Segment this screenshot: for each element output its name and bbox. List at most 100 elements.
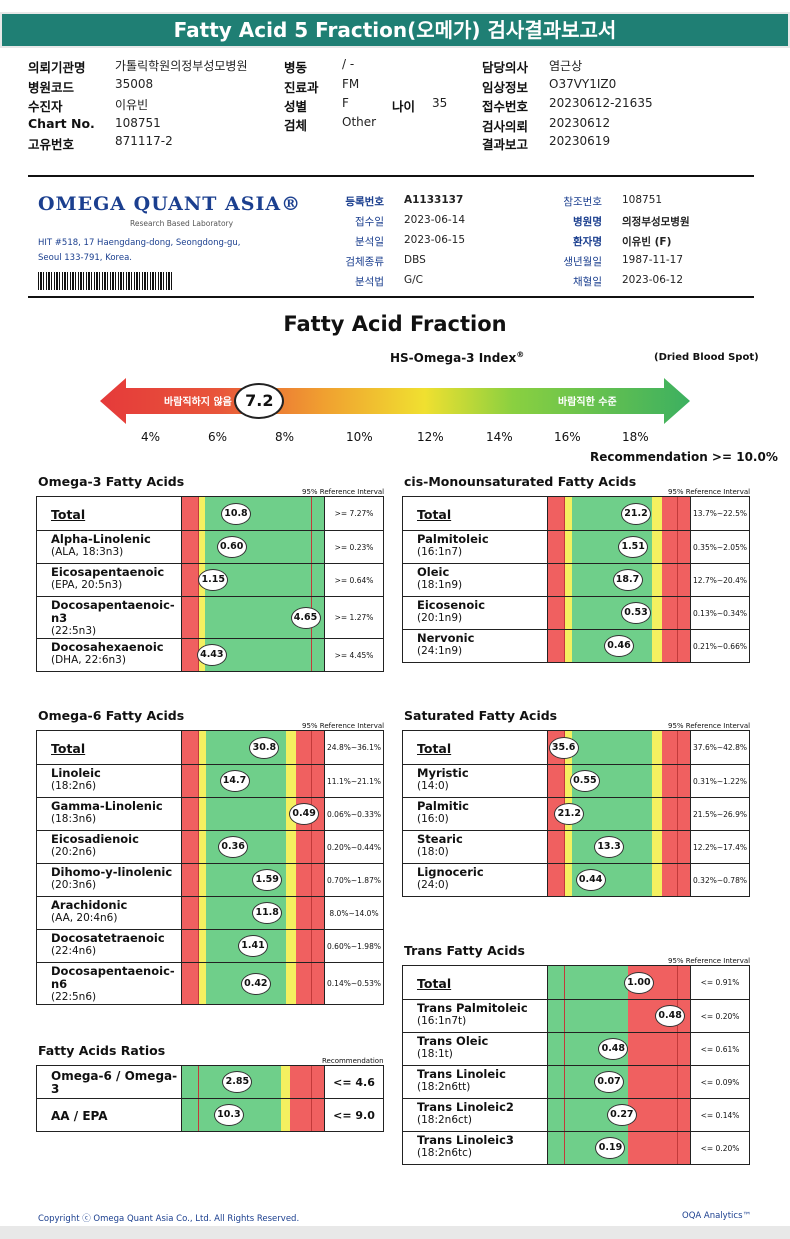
field-value: O37VY1IZ0 (549, 77, 617, 91)
gauge-guide-line (563, 497, 565, 530)
info-value: A1133137 (404, 194, 464, 206)
acid-notation: (18:2n6) (51, 780, 97, 792)
lab-logo: OMEGA QUANT ASIA® (38, 193, 302, 215)
gauge-band (661, 497, 690, 530)
reference-interval: >= 4.45% (324, 638, 384, 672)
reference-interval: >= 0.23% (324, 530, 384, 564)
acid-name-text: Total (417, 976, 452, 991)
reference-interval: >= 7.27% (324, 496, 384, 531)
gauge-band (548, 966, 628, 999)
acid-notation: (16:1n7) (417, 546, 463, 558)
table-row: Trans Linoleic3 (18:2n6tc) 0.19 <= 0.20% (402, 1131, 750, 1165)
gauge-guide-line (311, 1099, 313, 1131)
gauge-track (548, 1132, 690, 1164)
index-name-sup: ® (516, 350, 525, 359)
gauge-guide-line (677, 731, 679, 764)
gauge-guide-line (563, 597, 565, 629)
gauge-band (182, 831, 200, 863)
gauge-band (651, 831, 662, 863)
top-divider (28, 175, 754, 177)
gauge-track (548, 597, 690, 629)
gauge-guide-line (677, 966, 679, 999)
field-value: Other (342, 115, 377, 129)
fatty-acid-table: Total 1.00 <= 0.91% Trans Palmitoleic (16:1n… (402, 965, 750, 1165)
gauge-guide-line (311, 531, 313, 563)
acid-notation: (24:0) (417, 879, 449, 891)
gauge-band (295, 963, 324, 1004)
gauge-track (182, 497, 324, 530)
acid-notation: (22:4n6) (51, 945, 97, 957)
info-key: 환자명 (573, 236, 602, 248)
acid-name-text: Docosatetraenoic (51, 931, 165, 945)
info-key: 병원명 (573, 216, 602, 228)
field-key: 병원코드 (28, 80, 75, 95)
acid-name: Eicosadienoic (20:2n6) (36, 830, 182, 864)
gauge-track (182, 765, 324, 797)
field-value: FM (342, 77, 360, 91)
field-value: 이유빈 (115, 98, 149, 112)
reference-interval: 0.70%~1.87% (324, 863, 384, 897)
level-gauge: 0.48 (547, 999, 691, 1033)
level-gauge: 0.36 (181, 830, 325, 864)
acid-name: Stearic (18:0) (402, 830, 548, 864)
gauge-guide-line (197, 1066, 199, 1098)
gauge-track (548, 497, 690, 530)
value-bubble: 11.8 (252, 902, 283, 924)
reference-header: 95% Reference Interval (668, 722, 751, 730)
index-name: HS-Omega-3 Index® (390, 350, 524, 365)
field-key: 검체 (284, 118, 308, 133)
gauge-band (548, 531, 566, 563)
field-key: 담당의사 (482, 60, 529, 75)
gauge-guide-line (311, 1066, 313, 1098)
table-row: Palmitic (16:0) 21.2 21.5%~26.9% (402, 797, 750, 831)
gauge-guide-line (197, 864, 199, 896)
gauge-guide-line (677, 831, 679, 863)
acid-name-text: Alpha-Linolenic (51, 532, 151, 546)
acid-name: Total (402, 730, 548, 765)
reference-interval: <= 0.09% (690, 1065, 750, 1099)
gauge-guide-line (677, 564, 679, 596)
level-gauge: 1.00 (547, 965, 691, 1000)
table-row: Gamma-Linolenic (18:3n6) 0.49 0.06%~0.33% (36, 797, 384, 831)
table-row: Nervonic (24:1n9) 0.46 0.21%~0.66% (402, 629, 750, 663)
gauge-band (651, 597, 662, 629)
acid-name: Eicosapentaenoic (EPA, 20:5n3) (36, 563, 182, 597)
reference-interval: 12.2%~17.4% (690, 830, 750, 864)
level-gauge: 21.2 (547, 496, 691, 531)
gauge-band (285, 930, 296, 962)
gauge-band (182, 564, 200, 596)
gauge-guide-line (311, 564, 313, 596)
table-row: Docosahexaenoic (DHA, 22:6n3) 4.43 >= 4.45% (36, 638, 384, 672)
value-bubble: 0.42 (240, 972, 271, 995)
gauge-band (565, 864, 573, 896)
value-bubble: 21.2 (621, 502, 652, 525)
fatty-acid-table: Total 10.8 >= 7.27% Alpha-Linolenic (ALA, 18… (36, 496, 384, 672)
acid-name-text: Eicosenoic (417, 598, 486, 612)
gauge-guide-line (677, 765, 679, 797)
gauge-tick-label: 6% (208, 430, 228, 444)
reference-interval: >= 0.64% (324, 563, 384, 597)
barcode-image (38, 272, 172, 290)
gauge-guide-line (563, 630, 565, 662)
gauge-guide-line (563, 564, 565, 596)
gauge-band (182, 597, 200, 638)
reference-header: 95% Reference Interval (302, 488, 385, 496)
gauge-band (285, 731, 296, 764)
reference-interval: <= 0.20% (690, 999, 750, 1033)
reference-header: Recommendation (322, 1057, 384, 1065)
value-bubble: 1.59 (252, 869, 283, 891)
level-gauge: 0.55 (547, 764, 691, 798)
gauge-band (661, 597, 690, 629)
gauge-band (199, 963, 207, 1004)
gauge-band (651, 864, 662, 896)
table-row: Dihomo-y-linolenic (20:3n6) 1.59 0.70%~1.87… (36, 863, 384, 897)
acid-name-text: Omega-6 / Omega-3 (51, 1069, 178, 1096)
footer-strip (0, 1226, 790, 1239)
acid-name: Docosatetraenoic (22:4n6) (36, 929, 182, 963)
acid-name-text: Docosahexaenoic (51, 640, 164, 654)
reference-interval: 0.32%~0.78% (690, 863, 750, 897)
acid-notation: (DHA, 22:6n3) (51, 654, 126, 666)
acid-name-text: Trans Linoleic2 (417, 1100, 514, 1114)
gauge-band (199, 731, 207, 764)
value-bubble: 30.8 (249, 736, 280, 759)
